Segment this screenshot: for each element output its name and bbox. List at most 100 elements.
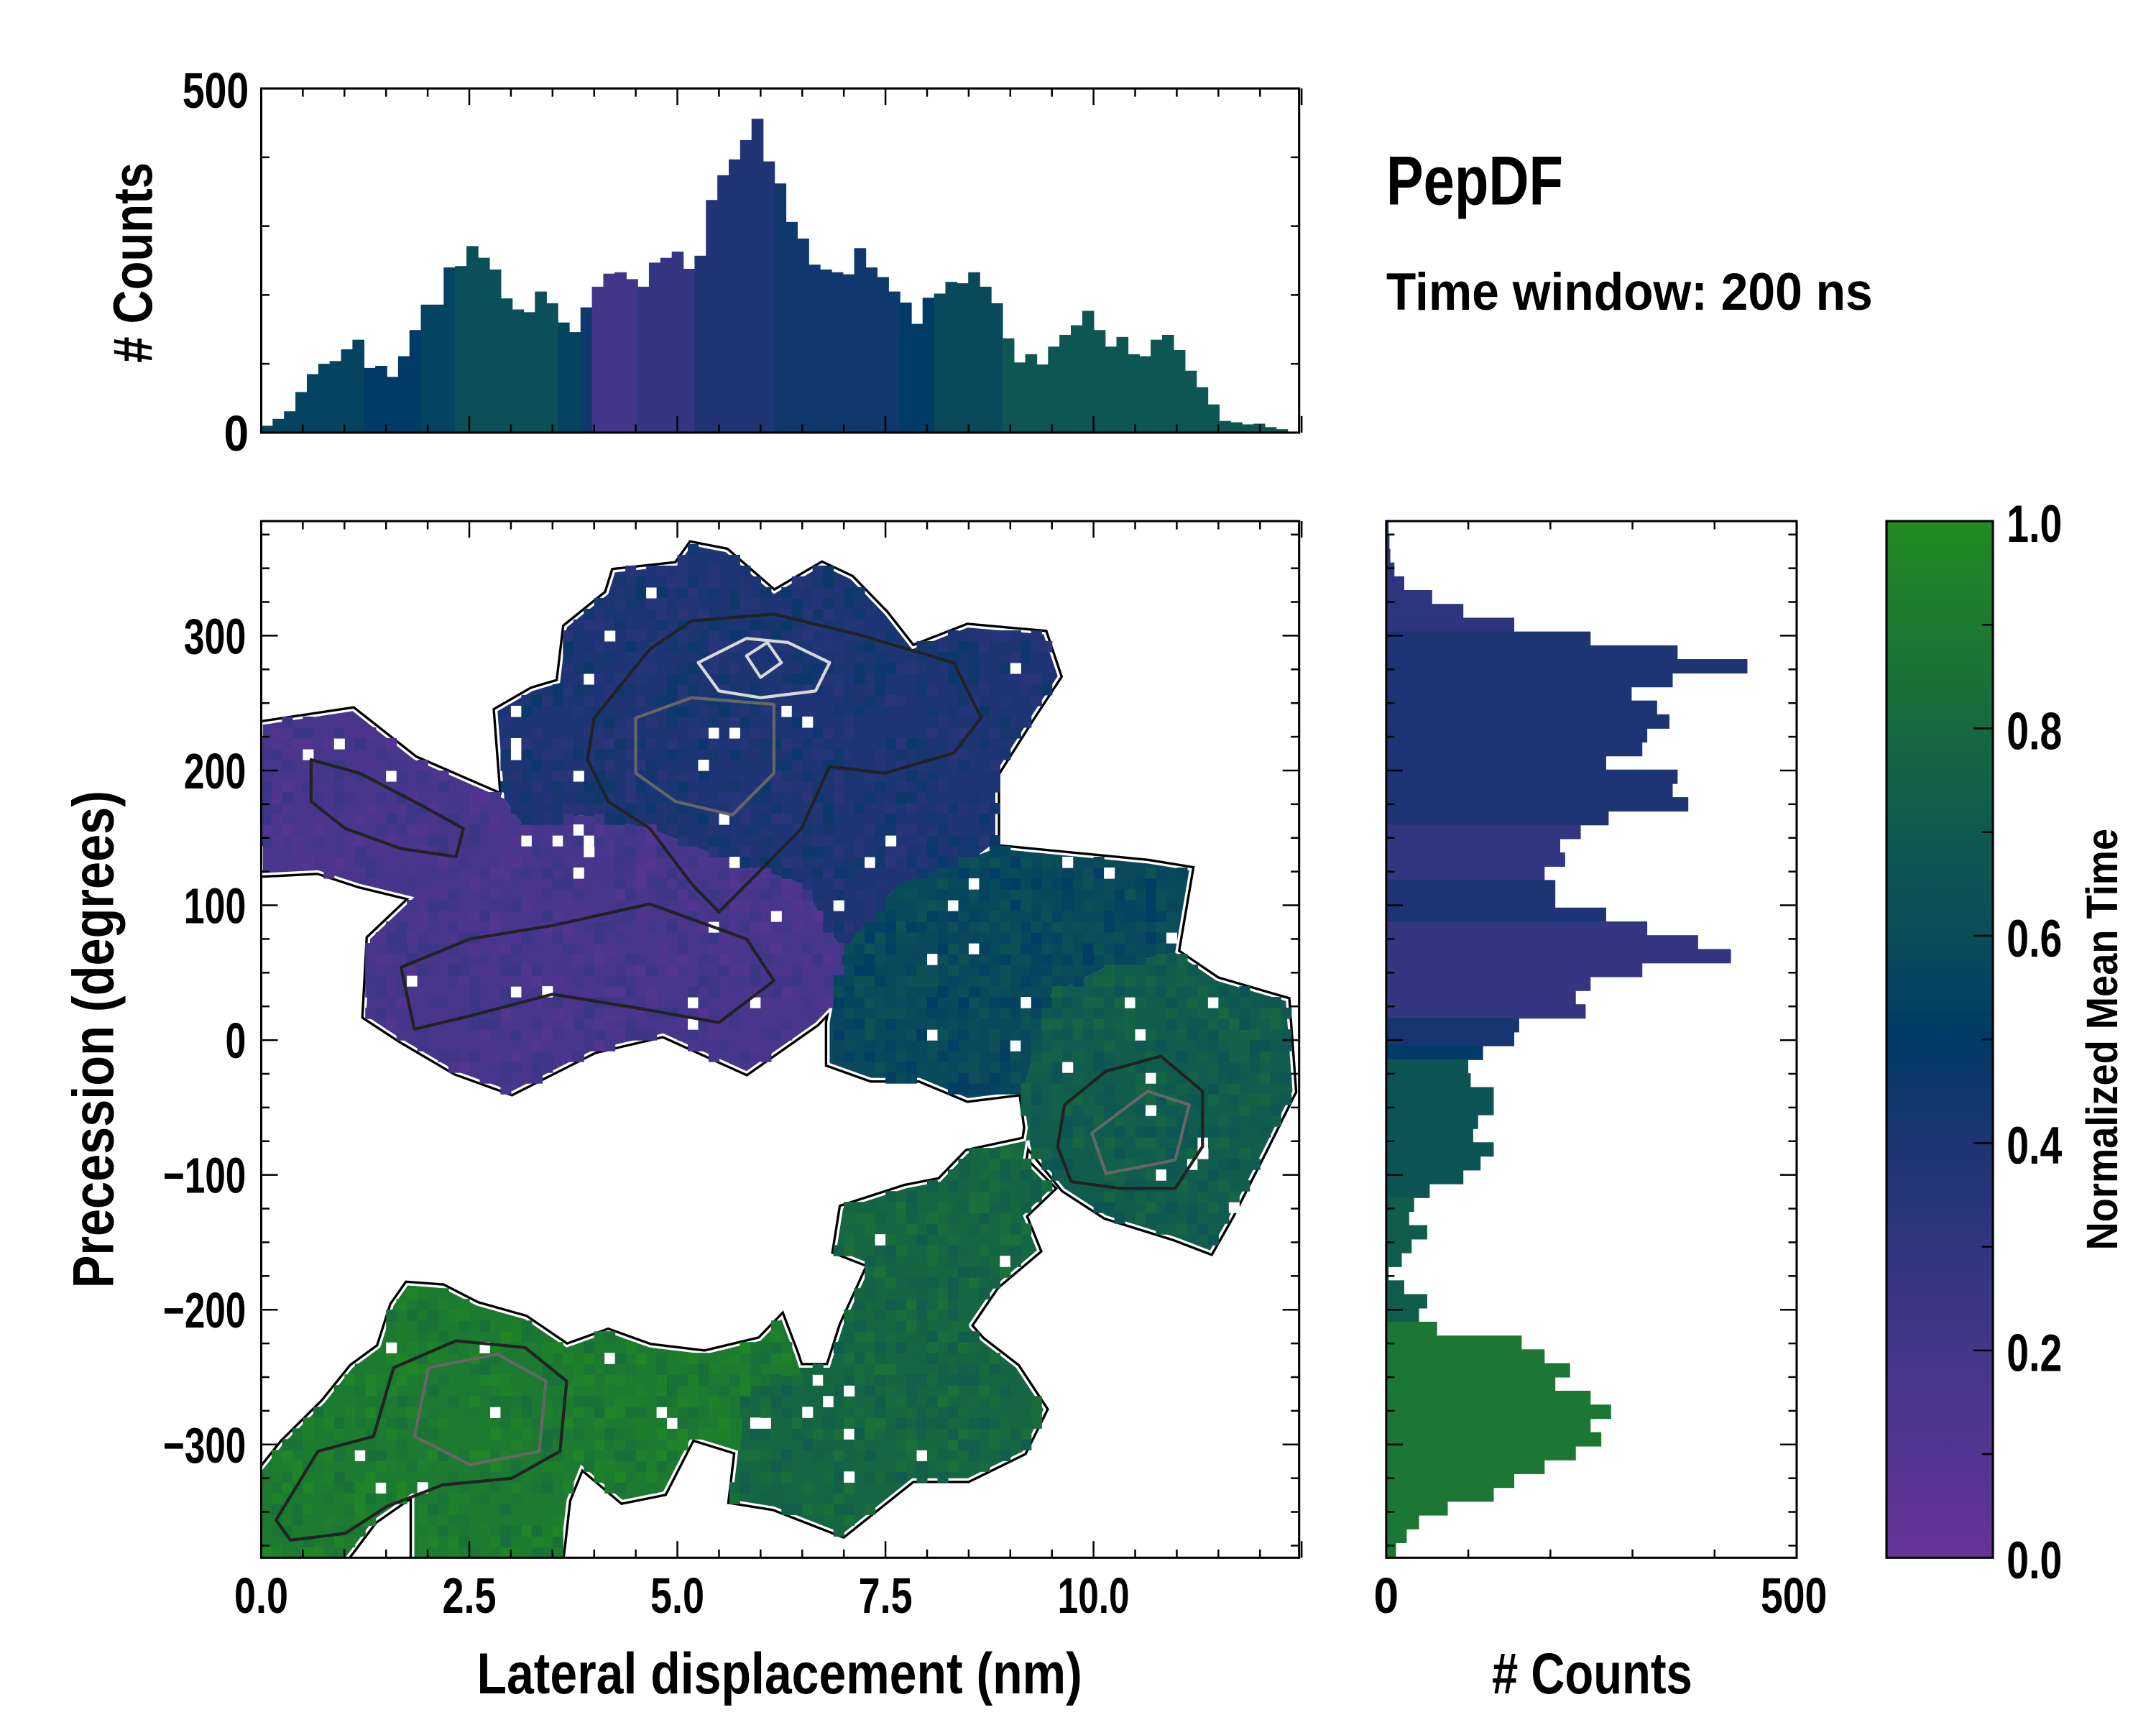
heatmap-cell	[926, 1223, 939, 1235]
heatmap-cell	[552, 1029, 563, 1041]
heatmap-cell	[604, 608, 616, 620]
heatmap-cell	[428, 911, 439, 922]
heatmap-cell	[1135, 997, 1146, 1008]
heatmap-cell	[854, 975, 865, 987]
heatmap-cell	[916, 846, 928, 857]
heatmap-cell	[333, 1460, 345, 1472]
heatmap-cell	[698, 857, 709, 868]
heatmap-cell	[968, 1439, 980, 1450]
top-hist-bar	[1161, 334, 1174, 433]
heatmap-cell	[594, 802, 605, 814]
heatmap-cell	[740, 705, 751, 717]
heatmap-cell	[802, 1417, 814, 1429]
heatmap-cell	[947, 727, 959, 739]
heatmap-cell	[1207, 1169, 1219, 1181]
heatmap-cell	[968, 1342, 980, 1353]
heatmap-cell	[1000, 975, 1011, 987]
heatmap-cell	[740, 1482, 751, 1494]
heatmap-cell	[584, 965, 595, 976]
heatmap-cell	[521, 705, 533, 717]
heatmap-cell	[1228, 1094, 1240, 1105]
heatmap-cell	[1010, 1417, 1021, 1429]
heatmap-cell	[895, 694, 907, 707]
heatmap-cell	[916, 921, 928, 933]
heatmap-cell	[791, 770, 803, 782]
heatmap-cell	[1218, 997, 1230, 1008]
heatmap-cell	[1114, 932, 1125, 944]
heatmap-cell	[677, 597, 688, 610]
heatmap-cell	[1197, 1083, 1209, 1095]
heatmap-cell	[989, 1396, 1000, 1407]
heatmap-cell	[510, 857, 522, 868]
heatmap-cell	[448, 1342, 460, 1353]
heatmap-cell	[719, 651, 730, 663]
heatmap-cell	[604, 716, 616, 728]
heatmap-cell	[1000, 1072, 1011, 1084]
heatmap-cell	[510, 835, 522, 847]
heatmap-cell	[823, 640, 834, 653]
heatmap-cell	[510, 1374, 522, 1386]
right-hist-bar	[1386, 1128, 1473, 1144]
heatmap-cell	[906, 1417, 918, 1429]
heatmap-cell	[1187, 1202, 1198, 1213]
heatmap-cell	[688, 943, 699, 954]
heatmap-cell	[375, 1460, 387, 1472]
heatmap-cell	[1031, 986, 1042, 998]
heatmap-cell	[604, 921, 616, 933]
heatmap-cell	[428, 900, 439, 911]
heatmap-cell	[906, 986, 918, 998]
right-hist-bar	[1386, 949, 1731, 964]
heatmap-cell	[802, 954, 814, 965]
heatmap-cell	[844, 954, 855, 965]
heatmap-cell	[438, 1396, 449, 1407]
heatmap-cell	[947, 954, 959, 965]
heatmap-cell	[875, 900, 886, 911]
heatmap-cell	[708, 813, 720, 825]
heatmap-cell	[333, 737, 345, 750]
heatmap-cell	[489, 1029, 502, 1041]
heatmap-cell	[438, 1417, 449, 1429]
heatmap-cell	[1125, 986, 1136, 998]
heatmap-cell	[469, 943, 481, 954]
heatmap-cell	[271, 824, 282, 836]
heatmap-cell	[584, 986, 595, 998]
heatmap-cell	[489, 1525, 502, 1537]
heatmap-cell	[854, 619, 865, 631]
heatmap-cell	[500, 1342, 512, 1353]
heatmap-cell	[760, 900, 772, 911]
heatmap-cell	[646, 597, 658, 610]
heatmap-cell	[895, 1213, 907, 1224]
heatmap-cell	[760, 1493, 772, 1504]
heatmap-cell	[906, 1407, 918, 1418]
heatmap-cell	[1021, 1040, 1032, 1052]
heatmap-cell	[968, 748, 980, 760]
heatmap-cell	[625, 759, 637, 771]
heatmap-cell	[875, 662, 886, 674]
heatmap-cell	[552, 911, 563, 922]
heatmap-cell	[646, 921, 658, 933]
main-ytick-label: −100	[163, 1148, 246, 1204]
top-hist-bar	[557, 322, 570, 433]
heatmap-cell	[708, 791, 720, 804]
heatmap-cell	[1239, 1051, 1250, 1062]
heatmap-cell	[719, 911, 730, 922]
heatmap-cell	[521, 1536, 533, 1547]
heatmap-cell	[1021, 640, 1032, 653]
heatmap-cell	[958, 640, 969, 653]
heatmap-cell	[812, 640, 824, 653]
top-hist-bar	[1184, 370, 1197, 433]
heatmap-cell	[802, 716, 814, 728]
heatmap-cell	[760, 1417, 772, 1429]
heatmap-cell	[968, 1417, 980, 1429]
heatmap-cell	[802, 1504, 814, 1515]
heatmap-cell	[1062, 986, 1074, 998]
heatmap-cell	[375, 1482, 387, 1494]
heatmap-cell	[1114, 1213, 1125, 1224]
heatmap-cell	[386, 1310, 397, 1321]
heatmap-cell	[1187, 1094, 1198, 1105]
heatmap-cell	[1041, 954, 1053, 965]
heatmap-cell	[563, 868, 574, 879]
heatmap-cell	[885, 1018, 897, 1030]
heatmap-cell	[1218, 1072, 1230, 1084]
heatmap-cell	[719, 737, 730, 750]
